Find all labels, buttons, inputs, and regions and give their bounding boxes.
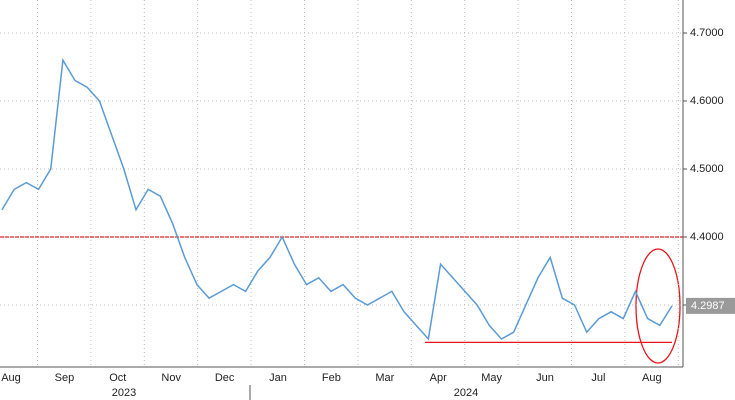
year-label: 2024 [454,387,478,399]
x-tick-label: Nov [161,372,181,384]
x-tick-label: Feb [322,372,341,384]
y-tick-label: 4.4000 [690,231,724,243]
x-tick-label: Jul [591,372,605,384]
highlight-ellipse [635,248,681,364]
y-tick-label: 4.5000 [690,163,724,175]
x-tick-label: Oct [109,372,126,384]
x-tick-label: May [481,372,502,384]
last-value-box [686,297,735,314]
x-tick-label: Dec [215,372,235,384]
last-value-label: 4.2987 [691,300,725,312]
x-tick-label: Mar [375,372,394,384]
x-tick-label: Aug [642,372,662,384]
x-tick-label: Jun [536,372,554,384]
x-tick-label: Aug [1,372,21,384]
x-tick-label: Apr [430,372,447,384]
year-label: 2023 [112,387,136,399]
x-tick-label: Sep [55,372,75,384]
price-line [1,57,673,341]
y-tick-label: 4.7000 [690,27,724,39]
y-tick-label: 4.6000 [690,95,724,107]
x-tick-label: Jan [269,372,287,384]
